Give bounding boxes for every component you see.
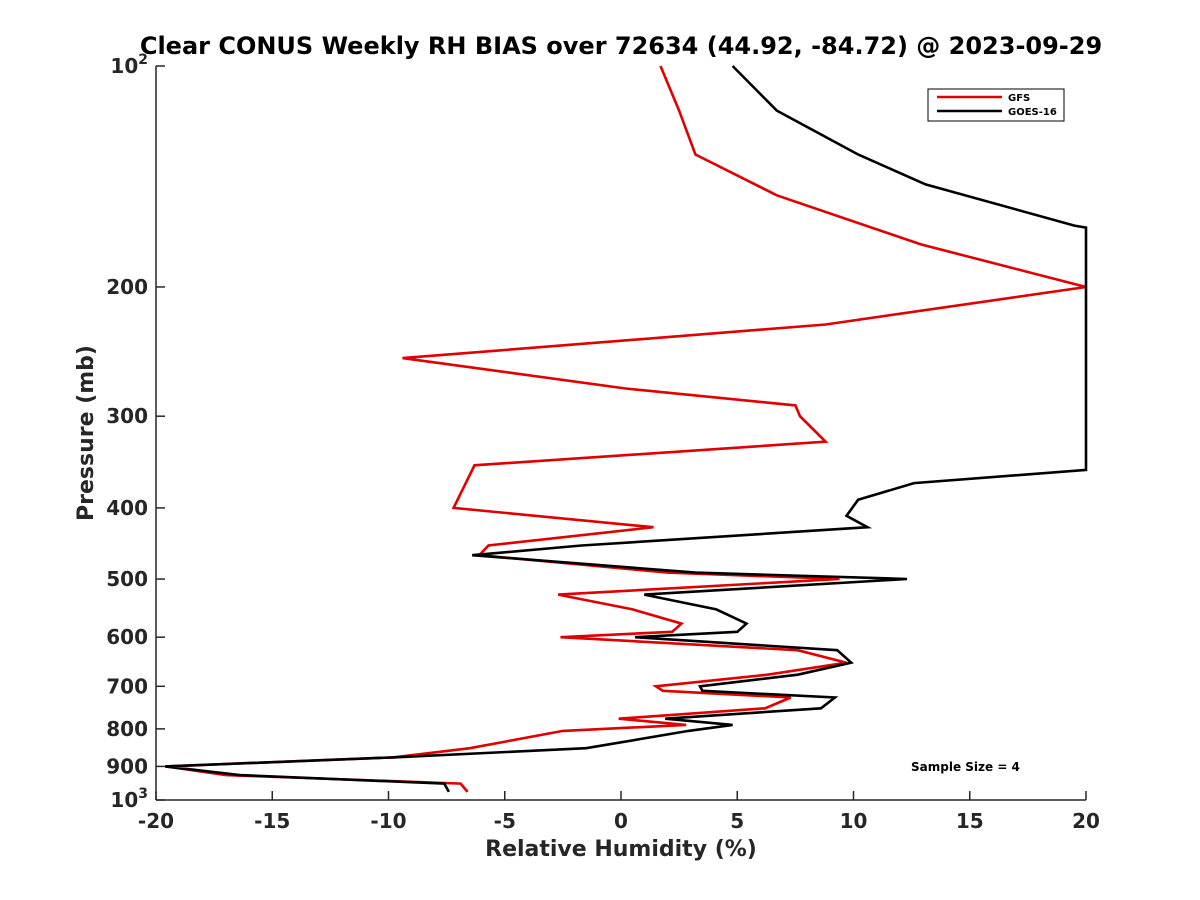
y-axis-title: Pressure (mb) <box>74 345 99 521</box>
x-tick-label: -20 <box>138 809 174 833</box>
x-tick-label: -15 <box>254 809 290 833</box>
legend-label-gfs: GFS <box>1008 93 1030 104</box>
x-tick-label: 10 <box>840 809 868 833</box>
legend-box <box>927 88 1065 122</box>
x-ticks: -20 -15 -10 -5 0 5 10 15 20 <box>138 791 1100 833</box>
x-tick-label: 20 <box>1072 809 1100 833</box>
series-line-gfs <box>165 65 1087 793</box>
sample-size-annotation: Sample Size = 4 <box>911 760 1020 774</box>
y-tick-label: 500 <box>106 567 148 591</box>
x-tick-label: 15 <box>956 809 984 833</box>
chart-title: Clear CONUS Weekly RH BIAS over 72634 (4… <box>140 32 1102 60</box>
series-layer <box>165 65 1088 793</box>
y-tick-label: 400 <box>106 496 148 520</box>
y-ticks: 102 200 300 400 500 600 700 800 900 103 <box>106 52 165 812</box>
y-tick-label: 900 <box>106 754 148 778</box>
legend: GFS GOES-16 <box>927 88 1065 122</box>
series-line-goes16 <box>165 65 1088 793</box>
y-tick-label: 102 <box>110 52 148 78</box>
y-tick-label: 600 <box>106 625 148 649</box>
y-tick-label: 300 <box>106 404 148 428</box>
legend-label-goes16: GOES-16 <box>1008 107 1057 118</box>
x-tick-label: -10 <box>370 809 406 833</box>
x-axis-title: Relative Humidity (%) <box>485 837 757 862</box>
x-tick-label: -5 <box>494 809 516 833</box>
x-tick-label: 0 <box>614 809 628 833</box>
x-tick-label: 5 <box>730 809 744 833</box>
y-tick-label: 200 <box>106 275 148 299</box>
y-tick-label: 103 <box>110 786 148 812</box>
y-tick-label: 800 <box>106 717 148 741</box>
y-tick-label: 700 <box>106 674 148 698</box>
plot-area <box>156 66 1086 800</box>
